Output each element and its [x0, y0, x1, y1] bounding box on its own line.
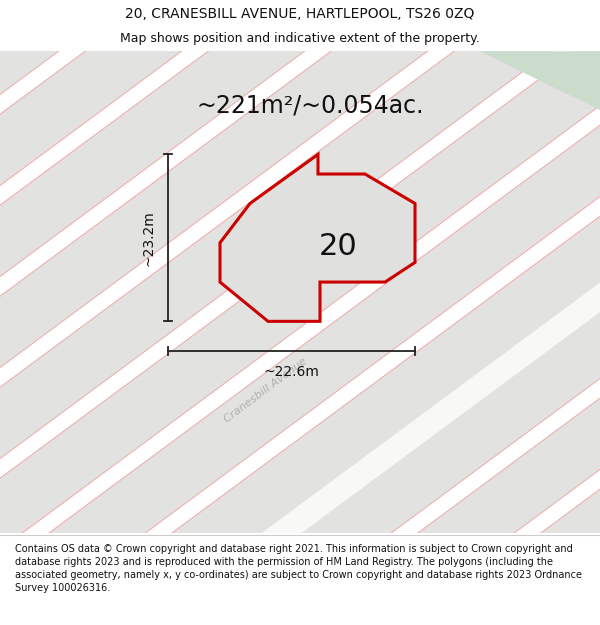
Polygon shape — [280, 468, 600, 625]
Polygon shape — [0, 0, 588, 464]
Text: Cranesbill Avenue: Cranesbill Avenue — [222, 356, 308, 424]
Text: Map shows position and indicative extent of the property.: Map shows position and indicative extent… — [120, 32, 480, 45]
Polygon shape — [12, 119, 600, 625]
Polygon shape — [57, 177, 600, 625]
Text: Contains OS data © Crown copyright and database right 2021. This information is : Contains OS data © Crown copyright and d… — [15, 544, 582, 593]
Polygon shape — [146, 293, 600, 625]
Polygon shape — [0, 0, 543, 406]
Polygon shape — [0, 0, 600, 522]
Polygon shape — [0, 61, 600, 625]
Polygon shape — [0, 0, 410, 232]
Polygon shape — [0, 0, 365, 174]
Polygon shape — [0, 0, 454, 291]
Text: ~23.2m: ~23.2m — [141, 210, 155, 266]
Polygon shape — [0, 0, 320, 116]
Polygon shape — [0, 0, 499, 348]
Polygon shape — [45, 162, 600, 625]
Text: ~22.6m: ~22.6m — [263, 366, 319, 379]
Polygon shape — [480, 51, 600, 110]
Polygon shape — [101, 236, 600, 625]
Polygon shape — [0, 0, 276, 58]
Polygon shape — [324, 526, 600, 625]
Polygon shape — [368, 584, 600, 625]
Text: ~221m²/~0.054ac.: ~221m²/~0.054ac. — [196, 93, 424, 118]
Text: 20: 20 — [319, 232, 357, 261]
Polygon shape — [0, 3, 600, 581]
Text: 20, CRANESBILL AVENUE, HARTLEPOOL, TS26 0ZQ: 20, CRANESBILL AVENUE, HARTLEPOOL, TS26 … — [125, 7, 475, 21]
Polygon shape — [190, 351, 600, 625]
Polygon shape — [220, 154, 415, 321]
Polygon shape — [235, 409, 600, 625]
